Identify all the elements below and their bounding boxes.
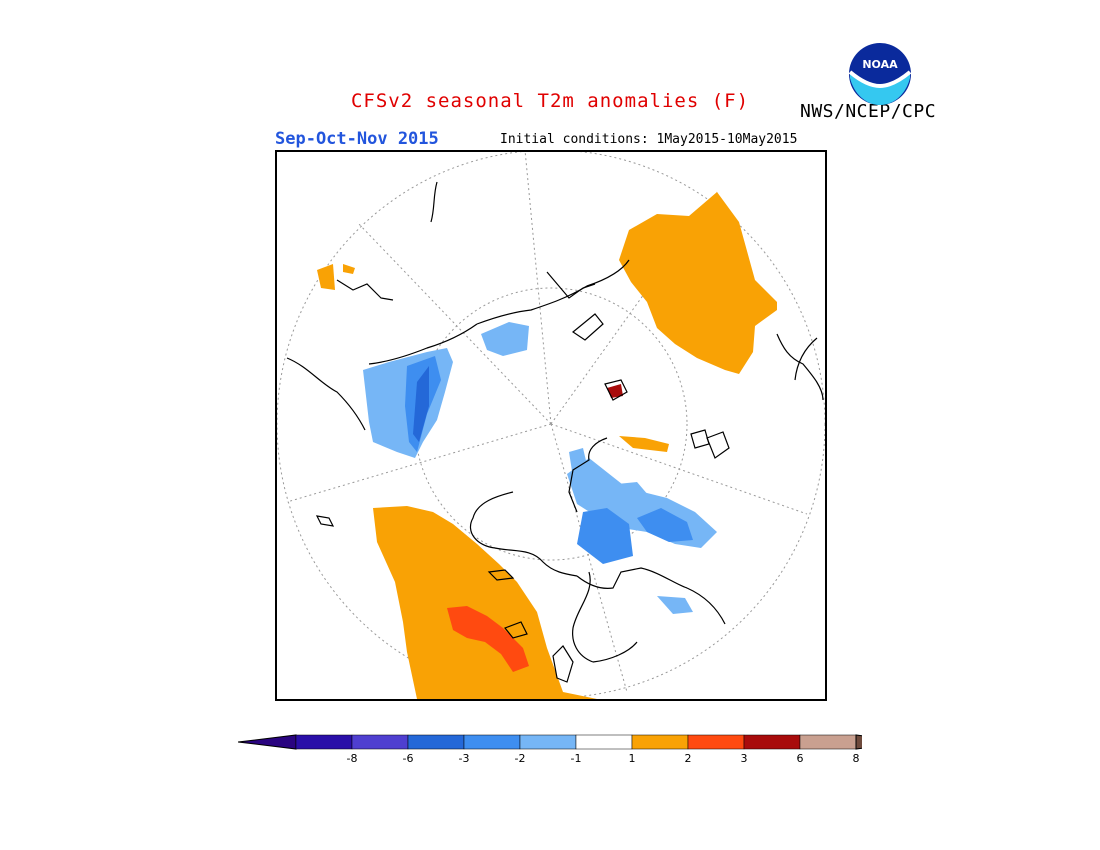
colorbar-tick-label: 1 (628, 752, 636, 765)
colorbar-tick-label: -6 (402, 752, 414, 765)
colorbar (238, 734, 862, 750)
hot-spot-arctic (607, 384, 623, 398)
colorbar-tick-label: -3 (458, 752, 470, 765)
warm-anomaly-north-america (373, 506, 597, 699)
initial-conditions-label: Initial conditions: 1May2015-10May2015 (500, 132, 798, 147)
polar-map-svg (277, 152, 825, 699)
season-label: Sep-Oct-Nov 2015 (275, 129, 439, 149)
map-title: CFSv2 seasonal T2m anomalies (F) (350, 90, 750, 112)
warm-anomaly-siberia (619, 192, 777, 374)
warm-anomaly-alaska-north (619, 436, 669, 452)
colorbar-bin (463, 734, 521, 750)
cool-anomaly-canada-core (637, 508, 693, 542)
graticule (277, 152, 825, 699)
cool-anomaly-east-siberia (569, 448, 591, 490)
colorbar-bin (631, 734, 689, 750)
colorbar-bin (519, 734, 577, 750)
colorbar-tick-label: -1 (570, 752, 582, 765)
warm-anomaly-atlantic-edge (317, 264, 335, 290)
cool-anomaly-chukotka (617, 482, 649, 502)
agency-label: NWS/NCEP/CPC (800, 101, 937, 122)
colorbar-tick-label: -2 (514, 752, 526, 765)
colorbar-tick-label: 2 (684, 752, 692, 765)
cool-anomaly-hudson (577, 508, 633, 564)
colorbar-bin (799, 734, 857, 750)
colorbar-bin (351, 734, 409, 750)
cool-anomaly-europe-center (413, 366, 429, 442)
svg-text:NOAA: NOAA (862, 58, 898, 71)
colorbar-bin (407, 734, 465, 750)
coastlines (286, 181, 824, 683)
colorbar-tick-label: 6 (796, 752, 804, 765)
cool-anomaly-alaska (657, 596, 693, 614)
colorbar-max-arrow (855, 734, 862, 750)
colorbar-tick-label: 8 (852, 752, 860, 765)
cool-anomaly-barents (481, 322, 529, 356)
hot-anomaly-north-america (447, 606, 529, 672)
colorbar-tick-label: 3 (740, 752, 748, 765)
noaa-logo: NOAA (848, 43, 912, 105)
colorbar-min-arrow (238, 734, 297, 750)
polar-map (275, 150, 827, 701)
colorbar-tick-label: -8 (346, 752, 358, 765)
colorbar-bin (575, 734, 633, 750)
colorbar-bin (687, 734, 745, 750)
anomaly-shading (317, 192, 777, 699)
colorbar-bin (295, 734, 353, 750)
warm-anomaly-greenland-edge (343, 264, 355, 274)
colorbar-bin (743, 734, 801, 750)
